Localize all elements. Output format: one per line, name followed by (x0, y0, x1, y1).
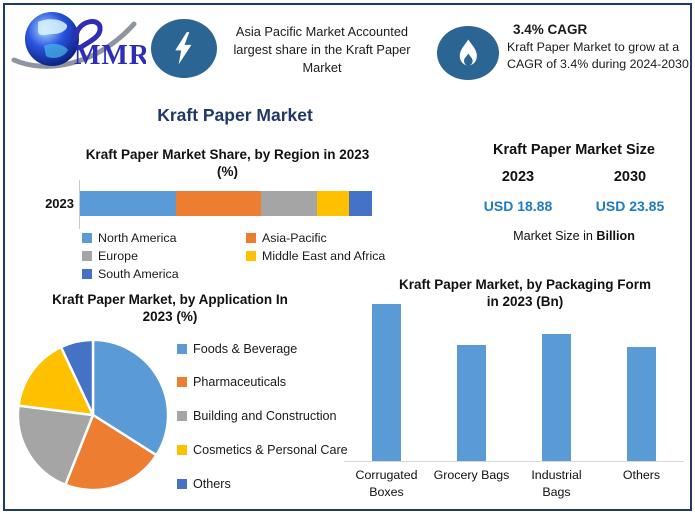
bar-column-industrial-bags (514, 299, 599, 461)
region-chart-title-line2: (%) (217, 164, 238, 180)
market-size-value-2030: USD 23.85 (595, 198, 665, 214)
logo-text: MMR (74, 40, 146, 71)
application-chart-title: Kraft Paper Market, by Application In 20… (20, 291, 320, 326)
legend-swatch (177, 411, 187, 421)
legend-label: Building and Construction (193, 409, 337, 423)
legend-label: Europe (98, 248, 138, 263)
legend-item-south-america: South America (82, 265, 246, 282)
cagr-value: 3.4% CAGR (513, 22, 588, 37)
bar-column-others (599, 299, 684, 461)
legend-item-europe: Europe (82, 247, 246, 264)
pie-slice-building-and-construction (16, 404, 95, 487)
stacked-segment-south-america (348, 191, 372, 216)
legend-swatch (246, 250, 256, 261)
bar-label-industrial-bags: Industrial Bags (531, 468, 582, 499)
bar-label-grocery-bags: Grocery Bags (433, 468, 510, 482)
market-size-caption-unit: Billion (596, 229, 635, 243)
flame-icon (459, 39, 477, 66)
lightning-icon (175, 32, 192, 65)
market-size-panel: Kraft Paper Market Size 2023 2030 USD 18… (462, 142, 686, 243)
packaging-chart-title: Kraft Paper Market, by Packaging Form in… (360, 276, 690, 311)
stacked-segment-asia-pacific (176, 191, 262, 216)
bar-label-others: Others (622, 468, 661, 482)
market-size-year-2023: 2023 (501, 169, 535, 185)
legend-item-foods-beverage: Foods & Beverage (177, 340, 348, 357)
packaging-chart-title-line2: in 2023 (Bn) (486, 294, 564, 310)
globe-landmass (38, 19, 68, 36)
logo-swoosh (11, 21, 137, 69)
cagr-line: CAGR of 3.4% during 2024-2030 (507, 57, 689, 72)
bar-column-grocery-bags (429, 299, 514, 461)
legend-item-asia-pacific: Asia-Pacific (246, 229, 394, 246)
legend-item-middle-east-and-africa: Middle East and Africa (246, 247, 394, 264)
stacked-bar (80, 191, 372, 216)
region-chart-title: Kraft Paper Market Share, by Region in 2… (50, 146, 405, 181)
market-size-year-2030: 2030 (613, 169, 647, 185)
region-chart-y-axis (79, 180, 80, 229)
legend-label: South America (98, 266, 179, 281)
legend-item-others: Others (177, 475, 348, 492)
region-row-label: 2023 (45, 196, 74, 211)
cagr-badge (437, 26, 499, 80)
market-size-caption-text: Market Size in (513, 229, 597, 243)
legend-swatch (177, 343, 187, 354)
highlight-badge (151, 19, 217, 78)
bar-column-corrugated-boxes (344, 299, 429, 461)
region-chart-title-line1: Kraft Paper Market Share, by Region in 2… (85, 147, 370, 162)
legend-swatch (82, 250, 92, 261)
stacked-segment-north-america (80, 191, 177, 216)
packaging-plot (344, 299, 684, 462)
region-legend: North America Asia-Pacific Europe Middle Ea… (82, 229, 394, 282)
bar-corrugated-boxes (372, 304, 401, 461)
mmr-logo: MMR (11, 12, 146, 71)
application-chart-title-line1: Kraft Paper Market, by Application In (52, 292, 288, 307)
packaging-labels: Corrugated Boxes Grocery Bags Industrial B… (344, 467, 684, 500)
legend-swatch (177, 377, 187, 388)
legend-label: Pharmaceuticals (193, 375, 287, 390)
legend-item-north-america: North America (82, 229, 246, 246)
legend-label: North America (98, 230, 177, 245)
packaging-chart-title-line1: Kraft Paper Market, by Packaging Form (398, 277, 652, 292)
pie-slice-pharmaceuticals (64, 413, 158, 492)
globe-landmass (44, 43, 68, 58)
highlight-text: Asia Pacific Market Accounted largest sh… (233, 24, 411, 76)
bar-grocery-bags (457, 344, 486, 461)
legend-label: Others (193, 476, 231, 491)
stacked-segment-middle-east-and-africa (316, 191, 349, 216)
bar-label-corrugated-boxes: Corrugated Boxes (355, 468, 418, 499)
legend-swatch (82, 232, 92, 243)
bar-others (627, 347, 656, 461)
application-chart-title-line2: 2023 (%) (142, 309, 198, 325)
market-size-title: Kraft Paper Market Size (493, 142, 655, 158)
stacked-segment-europe (261, 191, 317, 216)
application-pie (16, 338, 170, 492)
legend-item-cosmetics-personal-care: Cosmetics & Personal Care (177, 441, 348, 458)
market-size-caption: Market Size in Billion (462, 229, 686, 243)
market-size-value-2023: USD 18.88 (483, 198, 553, 214)
legend-label: Middle East and Africa (262, 248, 386, 263)
application-legend: Foods & Beverage Pharmaceuticals Building … (177, 340, 348, 492)
legend-label: Cosmetics & Personal Care (193, 442, 348, 457)
legend-item-building-and-construction: Building and Construction (177, 408, 348, 425)
logo-curl (73, 19, 103, 51)
legend-swatch (177, 444, 187, 455)
pie-slice-others (59, 338, 95, 417)
pie-slice-cosmetics-personal-care (17, 345, 95, 417)
legend-swatch (246, 232, 256, 243)
cagr-text-block: 3.4% CAGR Kraft Paper Market to grow at … (507, 22, 693, 73)
legend-swatch (82, 268, 92, 279)
legend-label: Asia-Pacific (262, 230, 327, 245)
page-title: Kraft Paper Market (157, 105, 313, 125)
cagr-line: Kraft Paper Market to grow at a (507, 40, 680, 54)
legend-label: Foods & Beverage (193, 341, 298, 356)
bar-industrial-bags (542, 333, 571, 461)
legend-item-pharmaceuticals: Pharmaceuticals (177, 374, 348, 391)
legend-swatch (177, 478, 187, 489)
